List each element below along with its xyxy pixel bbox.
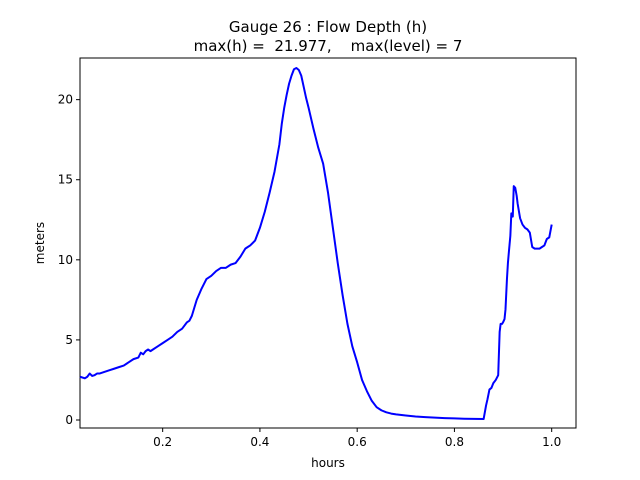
y-tick-label: 10 [58, 253, 73, 267]
y-tick-label: 20 [58, 93, 73, 107]
x-axis-label: hours [311, 456, 345, 470]
chart-subtitle: max(h) = 21.977, max(level) = 7 [194, 37, 463, 55]
x-tick-label: 0.6 [348, 435, 367, 449]
y-axis-ticks: 0 5 10 15 20 [58, 93, 80, 427]
chart-title: Gauge 26 : Flow Depth (h) [229, 18, 427, 36]
x-tick-label: 0.8 [445, 435, 464, 449]
x-tick-label: 1.0 [542, 435, 561, 449]
y-tick-label: 15 [58, 173, 73, 187]
axes-frame [79, 57, 577, 429]
y-axis-label: meters [33, 222, 47, 264]
x-tick-label: 0.4 [250, 435, 269, 449]
y-tick-label: 0 [65, 413, 73, 427]
x-tick-label: 0.2 [153, 435, 172, 449]
x-axis-ticks: 0.2 0.4 0.6 0.8 1.0 [153, 428, 561, 449]
plot-area [79, 57, 577, 429]
y-tick-label: 5 [65, 333, 73, 347]
series-line [79, 66, 553, 421]
